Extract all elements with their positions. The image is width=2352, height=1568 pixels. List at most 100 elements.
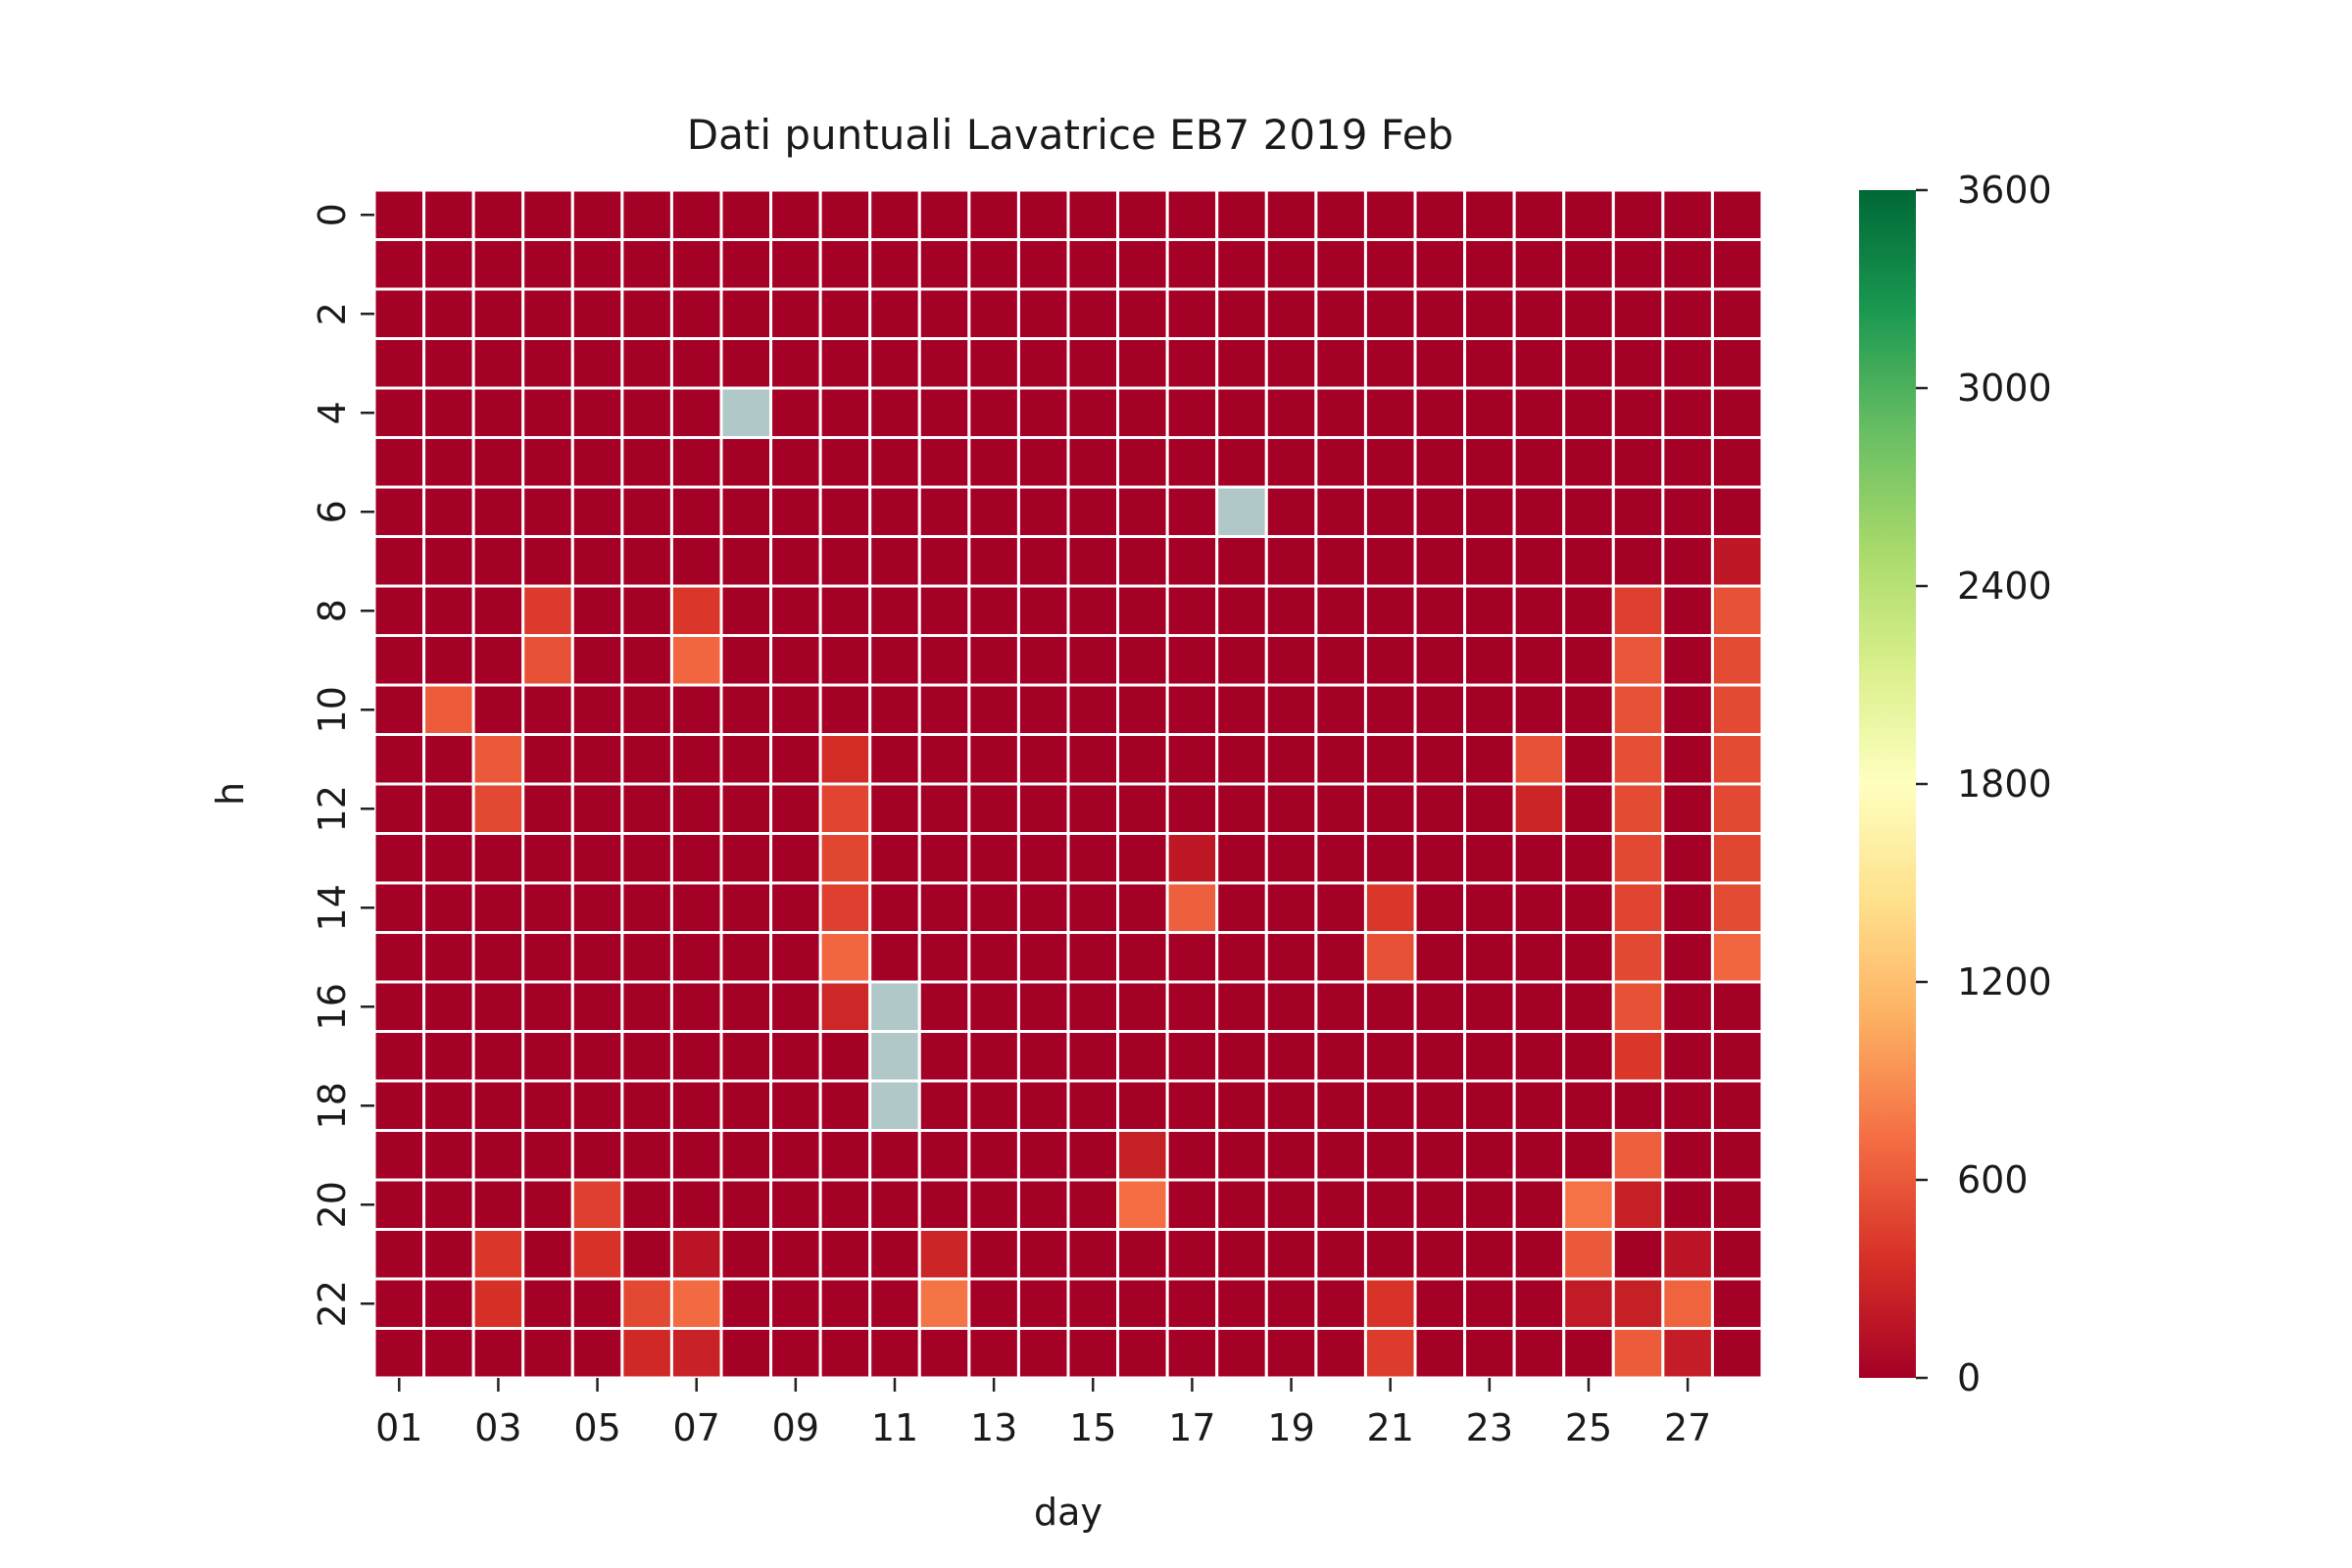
heatmap-cell xyxy=(1066,436,1120,489)
heatmap-cell xyxy=(1661,1178,1714,1231)
x-tick-label: 21 xyxy=(1367,1406,1414,1449)
heatmap-cell xyxy=(422,980,475,1033)
heatmap-cell xyxy=(1116,535,1169,588)
heatmap-cell xyxy=(1463,436,1516,489)
heatmap-cell xyxy=(917,1277,971,1330)
heatmap-cell xyxy=(471,238,525,291)
heatmap-cell xyxy=(1512,386,1566,439)
heatmap-cell xyxy=(719,881,773,934)
y-tick-label: 10 xyxy=(311,686,354,733)
heatmap-cell xyxy=(1710,1129,1764,1182)
heatmap-cell xyxy=(422,287,475,340)
heatmap-cell xyxy=(1463,337,1516,390)
heatmap-cell xyxy=(1710,634,1764,687)
heatmap-cell xyxy=(719,931,773,984)
heatmap-cell xyxy=(1562,386,1615,439)
heatmap-cell xyxy=(1463,1178,1516,1231)
heatmap-cell xyxy=(719,782,773,835)
heatmap-cell xyxy=(1710,1228,1764,1281)
heatmap-cell xyxy=(570,683,624,736)
heatmap-cell xyxy=(1016,287,1070,340)
heatmap-cell xyxy=(669,1079,723,1132)
heatmap-cell xyxy=(1066,1129,1120,1182)
heatmap-cell xyxy=(372,1277,426,1330)
heatmap-cell xyxy=(1661,1079,1714,1132)
heatmap-cell xyxy=(1611,634,1665,687)
heatmap-cell xyxy=(521,436,574,489)
x-tick-label: 03 xyxy=(474,1406,521,1449)
heatmap-cell xyxy=(1463,683,1516,736)
heatmap-cell xyxy=(570,535,624,588)
heatmap-cell xyxy=(818,1178,872,1231)
heatmap-cell xyxy=(1413,931,1467,984)
heatmap-cell xyxy=(1116,782,1169,835)
heatmap-cell xyxy=(669,881,723,934)
y-tick-label: 6 xyxy=(311,500,354,523)
heatmap-cell xyxy=(1016,1228,1070,1281)
heatmap-cell xyxy=(1066,683,1120,736)
heatmap-cell xyxy=(570,881,624,934)
heatmap-cell xyxy=(1661,980,1714,1033)
heatmap-cell xyxy=(471,1129,525,1182)
heatmap-cell xyxy=(1363,634,1417,687)
heatmap-cell xyxy=(1215,584,1268,637)
y-tick-label: 22 xyxy=(311,1280,354,1327)
heatmap-cell xyxy=(1661,1228,1714,1281)
heatmap-cell xyxy=(372,1129,426,1182)
heatmap-cell xyxy=(1463,1129,1516,1182)
heatmap-cell xyxy=(1710,238,1764,291)
heatmap-cell xyxy=(570,1228,624,1281)
heatmap-cell xyxy=(471,683,525,736)
x-tick-label: 05 xyxy=(573,1406,620,1449)
heatmap-cell xyxy=(1314,287,1367,340)
heatmap-cell xyxy=(1116,188,1169,241)
heatmap-cell xyxy=(620,683,673,736)
heatmap-cell xyxy=(917,386,971,439)
heatmap-cell xyxy=(1116,238,1169,291)
heatmap-cell xyxy=(1611,1277,1665,1330)
chart-title: Dati puntuali Lavatrice EB7 2019 Feb xyxy=(687,111,1453,159)
heatmap-cell xyxy=(422,1327,475,1380)
heatmap-cell xyxy=(1611,782,1665,835)
heatmap-cell xyxy=(620,1327,673,1380)
heatmap-cell xyxy=(1016,881,1070,934)
heatmap-cell xyxy=(620,535,673,588)
heatmap-cell xyxy=(1611,238,1665,291)
heatmap-cell xyxy=(818,782,872,835)
y-tick-label: 20 xyxy=(311,1181,354,1228)
heatmap-cell xyxy=(818,188,872,241)
heatmap-cell xyxy=(868,1079,921,1132)
heatmap-cell xyxy=(1413,634,1467,687)
heatmap-cell xyxy=(1066,782,1120,835)
heatmap-cell xyxy=(917,832,971,885)
heatmap-cell xyxy=(1611,980,1665,1033)
heatmap-cell xyxy=(1512,782,1566,835)
heatmap-cell xyxy=(620,1277,673,1330)
heatmap-cell xyxy=(769,1079,822,1132)
heatmap-cell xyxy=(669,733,723,786)
heatmap-cell xyxy=(422,337,475,390)
heatmap-cell xyxy=(1710,1079,1764,1132)
heatmap-cell xyxy=(719,535,773,588)
x-axis-label: day xyxy=(1034,1491,1102,1534)
heatmap-cell xyxy=(1016,238,1070,291)
heatmap-cell xyxy=(818,436,872,489)
heatmap-cell xyxy=(1512,980,1566,1033)
heatmap-cell xyxy=(917,980,971,1033)
heatmap-cell xyxy=(967,337,1020,390)
heatmap-cell xyxy=(1710,436,1764,489)
colorbar-tick-label: 600 xyxy=(1957,1158,2029,1201)
heatmap-cell xyxy=(1363,188,1417,241)
heatmap-cell xyxy=(471,485,525,538)
heatmap-cell xyxy=(1413,1228,1467,1281)
heatmap-cell xyxy=(818,287,872,340)
heatmap-cell xyxy=(620,1178,673,1231)
heatmap-cell xyxy=(818,980,872,1033)
x-tick-label: 23 xyxy=(1466,1406,1513,1449)
x-tick-label: 15 xyxy=(1069,1406,1116,1449)
heatmap-cell xyxy=(917,337,971,390)
heatmap-cell xyxy=(471,188,525,241)
heatmap-cell xyxy=(917,733,971,786)
heatmap-cell xyxy=(719,188,773,241)
heatmap-cell xyxy=(620,782,673,835)
